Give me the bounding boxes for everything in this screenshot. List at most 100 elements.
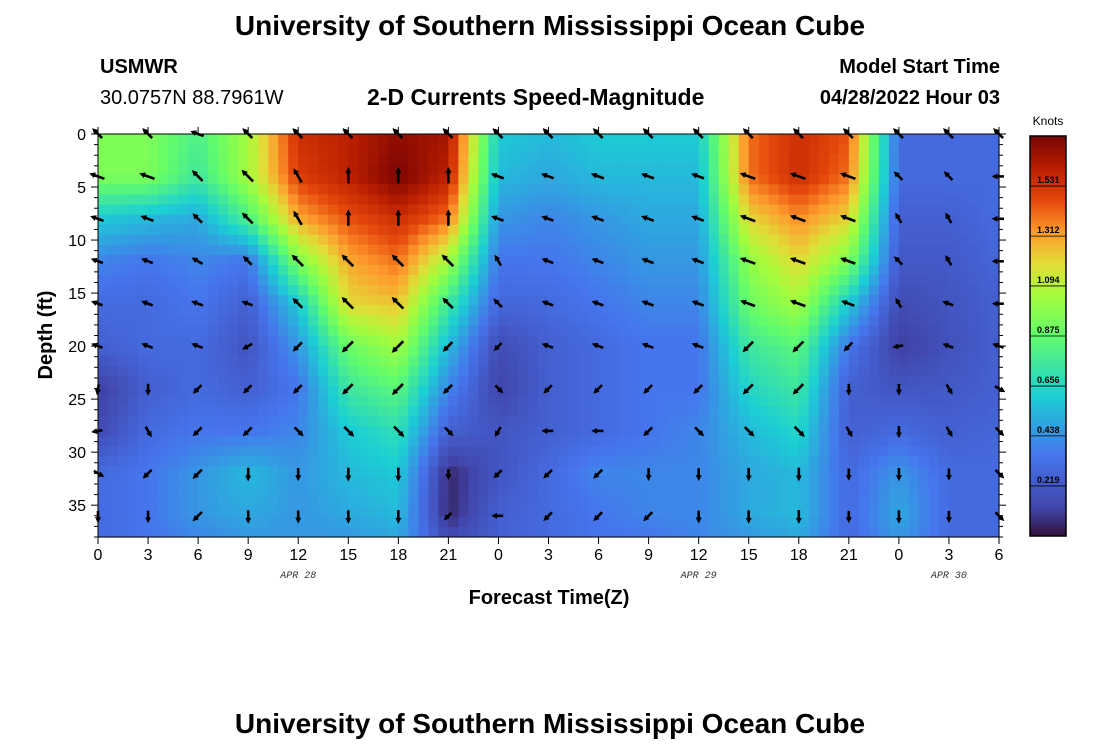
heatmap-cell xyxy=(228,184,239,196)
heatmap-cell xyxy=(768,506,780,518)
heatmap-cell xyxy=(758,466,770,478)
heatmap-cell xyxy=(778,204,790,216)
heatmap-cell xyxy=(238,466,249,478)
current-vector-arrow xyxy=(491,215,504,222)
heatmap-cell xyxy=(438,416,449,427)
heatmap-cell xyxy=(838,406,850,417)
heatmap-cell xyxy=(448,355,459,367)
heatmap-cell xyxy=(168,426,179,437)
heatmap-cell xyxy=(788,164,800,175)
heatmap-cell xyxy=(358,144,369,155)
heatmap-cell xyxy=(528,456,540,468)
heatmap-cell xyxy=(948,244,960,256)
heatmap-cell xyxy=(638,355,650,367)
heatmap-cell xyxy=(778,496,790,508)
heatmap-cell xyxy=(808,355,820,367)
heatmap-cell xyxy=(138,466,149,478)
heatmap-cell xyxy=(568,406,580,417)
heatmap-cell xyxy=(288,476,299,488)
heatmap-cell xyxy=(328,365,339,377)
heatmap-cell xyxy=(808,285,820,296)
heatmap-cell xyxy=(398,254,409,266)
y-tick-label: 20 xyxy=(68,339,86,356)
heatmap-cell xyxy=(948,275,960,286)
heatmap-cell xyxy=(578,385,590,397)
heatmap-cell xyxy=(508,315,520,327)
heatmap-cell xyxy=(798,355,810,367)
heatmap-cell xyxy=(938,335,950,347)
heatmap-cell xyxy=(158,335,169,347)
heatmap-cell xyxy=(818,446,830,457)
heatmap-cell xyxy=(848,295,860,306)
heatmap-cell xyxy=(308,486,319,498)
heatmap-cell xyxy=(908,295,920,306)
heatmap-cell xyxy=(358,134,369,145)
heatmap-cell xyxy=(258,234,269,246)
heatmap-cell xyxy=(138,446,149,457)
heatmap-cell xyxy=(328,144,339,155)
heatmap-cell xyxy=(638,285,650,296)
heatmap-cell xyxy=(698,476,710,488)
current-vector-arrow xyxy=(643,426,654,437)
heatmap-cell xyxy=(668,375,680,387)
heatmap-cell xyxy=(458,486,470,498)
heatmap-cell xyxy=(228,506,239,518)
heatmap-cell xyxy=(928,506,940,518)
heatmap-cell xyxy=(988,406,1000,417)
heatmap-cell xyxy=(808,476,820,488)
heatmap-cell xyxy=(338,406,349,417)
heatmap-cell xyxy=(798,285,810,296)
heatmap-cell xyxy=(548,526,560,538)
heatmap-cell xyxy=(108,154,119,165)
heatmap-cell xyxy=(808,385,820,397)
heatmap-cell xyxy=(828,345,840,357)
heatmap-cell xyxy=(338,436,349,447)
heatmap-cell xyxy=(308,275,319,286)
heatmap-cell xyxy=(818,224,830,236)
heatmap-cell xyxy=(558,275,570,286)
heatmap-cell xyxy=(388,375,399,387)
heatmap-cell xyxy=(238,174,249,185)
heatmap-cell xyxy=(548,506,560,518)
heatmap-cell xyxy=(178,406,189,417)
heatmap-cell xyxy=(788,436,800,447)
heatmap-cell xyxy=(438,174,449,185)
heatmap-cell xyxy=(768,335,780,347)
heatmap-cell xyxy=(288,264,299,276)
heatmap-cell xyxy=(748,144,760,155)
heatmap-cell xyxy=(418,436,429,447)
heatmap-cell xyxy=(318,355,329,367)
heatmap-cell xyxy=(518,234,530,246)
heatmap-cell xyxy=(898,184,910,196)
heatmap-cell xyxy=(838,385,850,397)
heatmap-cell xyxy=(328,295,339,306)
heatmap-cell xyxy=(368,134,379,145)
heatmap-cell xyxy=(228,275,239,286)
heatmap-cell xyxy=(638,264,650,276)
heatmap-cell xyxy=(898,385,910,397)
heatmap-cell xyxy=(768,204,780,216)
heatmap-cell xyxy=(558,446,570,457)
heatmap-cell xyxy=(178,516,189,528)
heatmap-cell xyxy=(158,305,169,316)
heatmap-cell xyxy=(878,416,890,427)
heatmap-cell xyxy=(188,174,199,185)
heatmap-cell xyxy=(988,416,1000,427)
heatmap-cell xyxy=(468,506,480,518)
heatmap-cell xyxy=(608,416,620,427)
heatmap-cell xyxy=(498,204,510,216)
heatmap-cell xyxy=(358,174,369,185)
heatmap-cell xyxy=(158,285,169,296)
heatmap-cell xyxy=(718,345,730,357)
heatmap-cell xyxy=(258,416,269,427)
heatmap-cell xyxy=(418,154,429,165)
heatmap-cell xyxy=(768,416,780,427)
heatmap-cell xyxy=(968,375,980,387)
heatmap-cell xyxy=(808,506,820,518)
heatmap-cell xyxy=(388,456,399,468)
heatmap-cell xyxy=(648,275,660,286)
heatmap-cell xyxy=(708,456,720,468)
heatmap-cell xyxy=(578,486,590,498)
heatmap-cell xyxy=(498,426,510,437)
